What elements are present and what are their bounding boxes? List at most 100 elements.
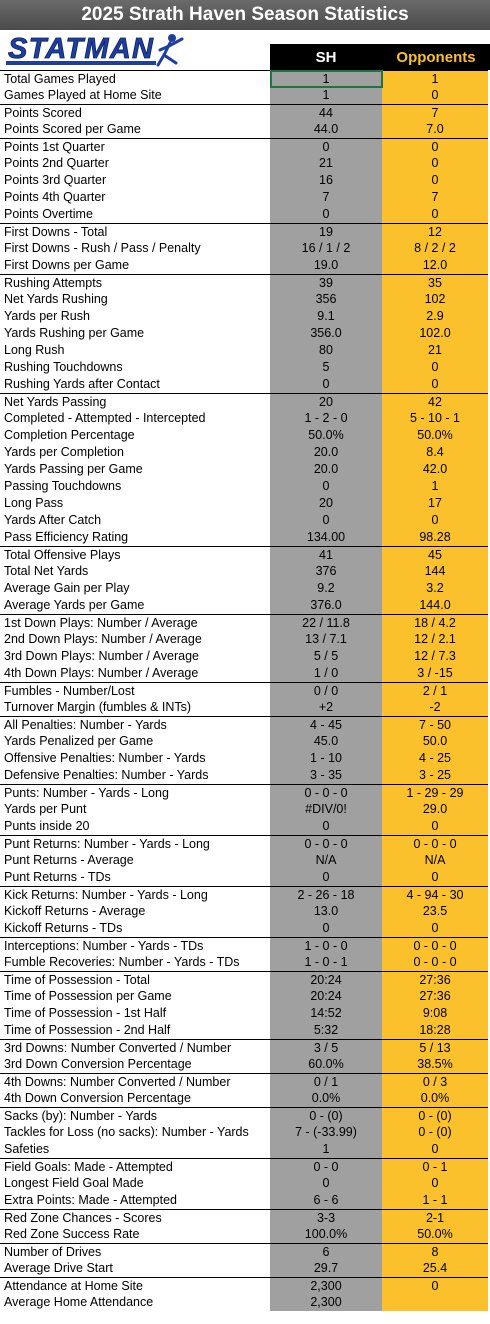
- stat-label: Fumbles - Number/Lost: [0, 682, 270, 699]
- sheet-title: 2025 Strath Haven Season Statistics: [0, 0, 490, 30]
- sh-value: 1 - 0 - 1: [270, 954, 382, 971]
- opponent-value: 1 - 29 - 29: [382, 784, 488, 801]
- table-row: Total Net Yards 376 144: [0, 563, 490, 580]
- opponent-value: 2 / 1: [382, 682, 488, 699]
- stat-label: 3rd Down Plays: Number / Average: [0, 648, 270, 665]
- sh-value: 2 - 26 - 18: [270, 886, 382, 903]
- opponent-value: 0: [382, 869, 488, 886]
- stat-label: First Downs per Game: [0, 257, 270, 274]
- sh-value: 0 / 0: [270, 682, 382, 699]
- stat-label: Yards per Punt: [0, 801, 270, 818]
- opponent-value: 27:36: [382, 988, 488, 1005]
- sh-value: 41: [270, 546, 382, 563]
- table-row: All Penalties: Number - Yards 4 - 45 7 - 5…: [0, 716, 490, 733]
- table-row: Punt Returns: Number - Yards - Long 0 - 0…: [0, 835, 490, 852]
- table-row: Points Scored per Game 44.0 7.0: [0, 121, 490, 138]
- sh-value: 0: [270, 376, 382, 393]
- opponent-value: 1: [382, 478, 488, 495]
- table-row: Punts inside 20 0 0: [0, 818, 490, 835]
- stat-label: Average Yards per Game: [0, 597, 270, 614]
- opponent-value: 38.5%: [382, 1056, 488, 1073]
- sh-value: 0 - 0: [270, 1158, 382, 1175]
- stat-label: Long Pass: [0, 495, 270, 512]
- table-row: Games Played at Home Site 1 0: [0, 87, 490, 104]
- sh-value: 45.0: [270, 733, 382, 750]
- sh-value: 7 - (-33.99): [270, 1124, 382, 1141]
- stat-label: Rushing Attempts: [0, 274, 270, 291]
- sh-value: 1 - 10: [270, 750, 382, 767]
- cell-selection: [270, 70, 383, 88]
- sh-value: 0: [270, 478, 382, 495]
- logo: STATMAN: [6, 33, 184, 67]
- sh-value: 0: [270, 206, 382, 223]
- stat-label: Pass Efficiency Rating: [0, 529, 270, 546]
- stat-label: Safeties: [0, 1141, 270, 1158]
- column-header: SH: [270, 44, 382, 70]
- sh-value: 0 - 0 - 0: [270, 784, 382, 801]
- opponent-value: 0 - (0): [382, 1107, 488, 1124]
- stat-label: Extra Points: Made - Attempted: [0, 1192, 270, 1209]
- opponent-value: 8: [382, 1243, 488, 1260]
- opponent-value: 98.28: [382, 529, 488, 546]
- stat-label: Time of Possession per Game: [0, 988, 270, 1005]
- stat-label: Yards Rushing per Game: [0, 325, 270, 342]
- sh-value: 376.0: [270, 597, 382, 614]
- opponent-value: 0: [382, 1141, 488, 1158]
- sh-value: 376: [270, 563, 382, 580]
- sh-value: 1 - 2 - 0: [270, 410, 382, 427]
- sh-value: #DIV/0!: [270, 801, 382, 818]
- sh-value: 20: [270, 495, 382, 512]
- opponent-value: 42.0: [382, 461, 488, 478]
- sh-value: 14:52: [270, 1005, 382, 1022]
- sh-value: 20.0: [270, 461, 382, 478]
- stat-label: Average Home Attendance: [0, 1294, 270, 1311]
- stat-label: Turnover Margin (fumbles & INTs): [0, 699, 270, 716]
- opponent-value: 35: [382, 274, 488, 291]
- stat-label: Punts inside 20: [0, 818, 270, 835]
- table-row: Passing Touchdowns 0 1: [0, 478, 490, 495]
- stat-label: 1st Down Plays: Number / Average: [0, 614, 270, 631]
- table-row: Points 1st Quarter 0 0: [0, 138, 490, 155]
- table-row: Time of Possession - 1st Half 14:52 9:08: [0, 1005, 490, 1022]
- sh-value: 80: [270, 342, 382, 359]
- sh-value: 9.2: [270, 580, 382, 597]
- stat-label: Games Played at Home Site: [0, 87, 270, 104]
- table-row: Points Scored 44 7: [0, 104, 490, 121]
- table-row: Longest Field Goal Made 0 0: [0, 1175, 490, 1192]
- sh-value: 5: [270, 359, 382, 376]
- stat-label: Points 1st Quarter: [0, 138, 270, 155]
- stat-label: Kickoff Returns - Average: [0, 903, 270, 920]
- stat-label: Punt Returns - TDs: [0, 869, 270, 886]
- table-row: Completion Percentage 50.0% 50.0%: [0, 427, 490, 444]
- table-row: Points Overtime 0 0: [0, 206, 490, 223]
- stat-label: Points 4th Quarter: [0, 189, 270, 206]
- stat-label: Yards per Rush: [0, 308, 270, 325]
- opponent-value: 0 - 0 - 0: [382, 954, 488, 971]
- opponent-value: 0: [382, 818, 488, 835]
- stat-label: All Penalties: Number - Yards: [0, 716, 270, 733]
- opponent-value: 2-1: [382, 1209, 488, 1226]
- table-row: Number of Drives 6 8: [0, 1243, 490, 1260]
- stat-label: Rushing Yards after Contact: [0, 376, 270, 393]
- stat-label: Yards Passing per Game: [0, 461, 270, 478]
- sh-value: 29.7: [270, 1260, 382, 1277]
- stat-label: Passing Touchdowns: [0, 478, 270, 495]
- table-row: Yards per Completion 20.0 8.4: [0, 444, 490, 461]
- opponent-value: 0 - 1: [382, 1158, 488, 1175]
- opponent-value: 0: [382, 359, 488, 376]
- table-row: 1st Down Plays: Number / Average 22 / 11.…: [0, 614, 490, 631]
- table-row: Yards per Rush 9.1 2.9: [0, 308, 490, 325]
- table-row: Yards Penalized per Game 45.0 50.0: [0, 733, 490, 750]
- table-row: Offensive Penalties: Number - Yards 1 - 1…: [0, 750, 490, 767]
- sh-value: 0: [270, 869, 382, 886]
- sh-value: 5 / 5: [270, 648, 382, 665]
- table-row: 4th Downs: Number Converted / Number 0 / …: [0, 1073, 490, 1090]
- table-row: Attendance at Home Site 2,300 0: [0, 1277, 490, 1294]
- opponent-value: 12 / 7.3: [382, 648, 488, 665]
- opponent-value: 3 - 25: [382, 767, 488, 784]
- stat-label: Punt Returns: Number - Yards - Long: [0, 835, 270, 852]
